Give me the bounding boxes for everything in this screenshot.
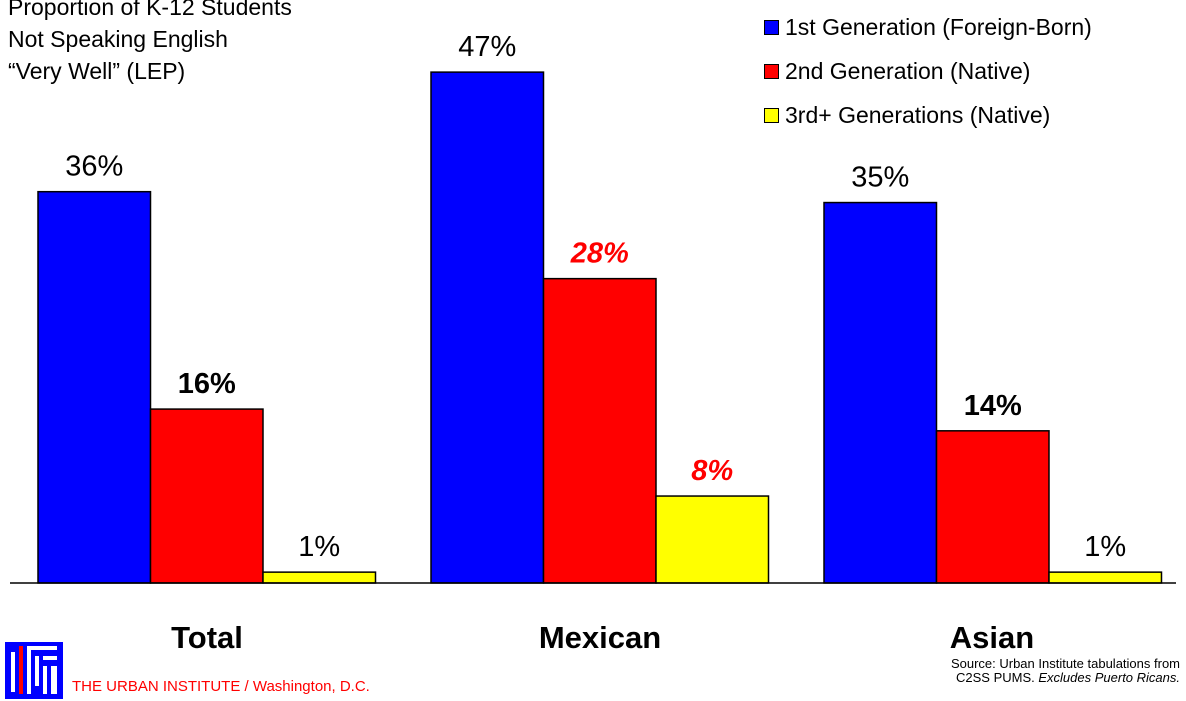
legend-item-gen2: 2nd Generation (Native) [764, 49, 1092, 93]
legend-item-gen3: 3rd+ Generations (Native) [764, 93, 1092, 137]
legend-swatch-gen2 [764, 63, 779, 79]
bar-total-gen1 [37, 190, 152, 584]
bar-asian-gen1 [823, 201, 938, 584]
value-label-mexican-gen2: 28% [570, 238, 629, 270]
value-label-mexican-gen3: 8% [691, 455, 733, 487]
value-label-total-gen1: 36% [65, 151, 123, 183]
value-label-mexican-gen1: 47% [458, 31, 516, 63]
source-line-1: Source: Urban Institute tabulations from [950, 656, 1180, 671]
bar-total-gen2 [149, 408, 264, 584]
legend-item-gen1: 1st Generation (Foreign-Born) [764, 5, 1092, 49]
chart-title-line-3: “Very Well” (LEP) [8, 58, 186, 84]
source-line-2: C2SS PUMS. Excludes Puerto Ricans. [820, 671, 1180, 685]
value-label-total-gen2: 16% [178, 368, 236, 400]
urban-institute-logo [5, 642, 63, 699]
source-line-2-prefix: C2SS PUMS. [956, 670, 1039, 685]
value-label-total-gen3: 1% [298, 531, 340, 563]
chart-title-line-2: Not Speaking English [8, 26, 228, 52]
chart-title: Proportion of K-12 Students Not Speaking… [8, 0, 292, 87]
legend-label-gen3: 3rd+ Generations (Native) [785, 101, 1051, 128]
bar-asian-gen2 [935, 430, 1050, 584]
category-label-asian: Asian [950, 620, 1034, 655]
organization-name: THE URBAN INSTITUTE / Washington, D.C. [72, 678, 370, 695]
legend-label-gen2: 2nd Generation (Native) [785, 57, 1031, 84]
chart-title-line-1: Proportion of K-12 Students [8, 0, 292, 20]
legend-swatch-gen3 [764, 107, 779, 123]
category-label-total: Total [171, 620, 243, 655]
bar-mexican-gen2 [542, 277, 657, 584]
value-label-asian-gen2: 14% [964, 390, 1022, 422]
legend-label-gen1: 1st Generation (Foreign-Born) [785, 13, 1092, 40]
chart-legend: 1st Generation (Foreign-Born) 2nd Genera… [764, 5, 1092, 137]
value-label-asian-gen1: 35% [851, 162, 909, 194]
bar-mexican-gen3 [655, 495, 770, 584]
source-note: Source: Urban Institute tabulations from… [820, 657, 1180, 685]
category-label-mexican: Mexican [539, 620, 661, 655]
bar-mexican-gen1 [430, 71, 545, 584]
value-label-asian-gen3: 1% [1084, 531, 1126, 563]
legend-swatch-gen1 [764, 19, 779, 35]
source-line-2-note: Excludes Puerto Ricans. [1038, 670, 1180, 685]
bar-total-gen3 [262, 571, 377, 584]
bar-asian-gen3 [1048, 571, 1163, 584]
